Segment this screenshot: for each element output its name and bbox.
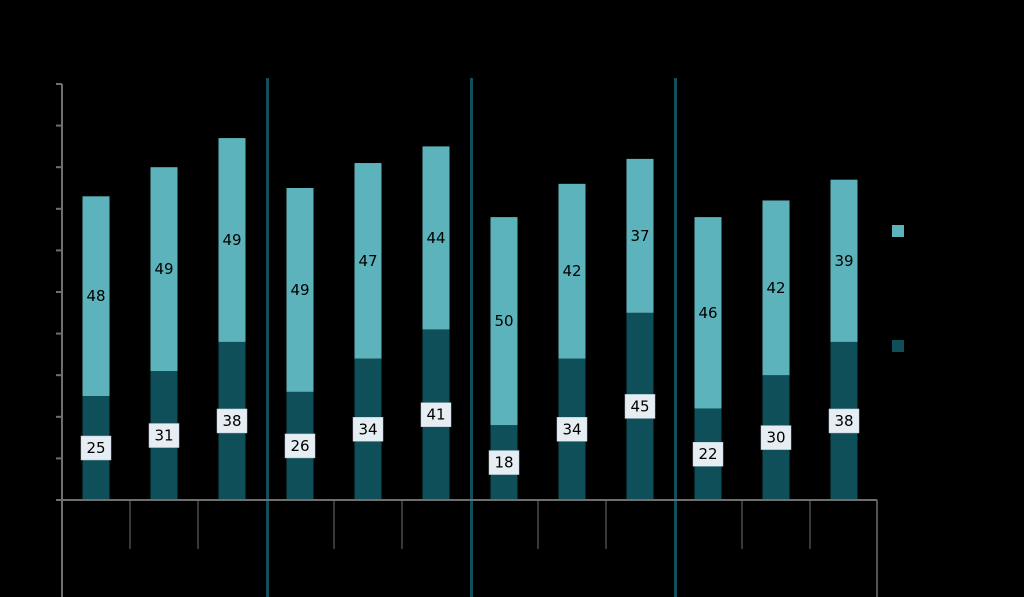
bar-top-9 xyxy=(626,158,654,313)
bar-top-4 xyxy=(286,188,314,392)
bar-top-label-2: 49 xyxy=(154,260,173,278)
bar-top-label-10: 46 xyxy=(698,304,717,322)
bar-top-label-1: 48 xyxy=(86,287,105,305)
bar-bottom-label-box-11 xyxy=(760,425,792,450)
legend-swatch-top-series xyxy=(892,225,904,237)
bar-top-2 xyxy=(150,167,178,372)
bar-bottom-label-box-9 xyxy=(624,394,656,419)
bar-top-label-5: 47 xyxy=(358,252,377,270)
bar-bottom-label-box-12 xyxy=(828,408,860,434)
bar-top-7 xyxy=(490,217,518,426)
bar-bottom-label-box-7 xyxy=(488,450,520,475)
bar-bottom-label-1: 25 xyxy=(86,439,105,457)
bar-top-3 xyxy=(218,138,246,342)
bar-top-label-12: 39 xyxy=(834,252,853,270)
bar-bottom-label-11: 30 xyxy=(766,429,785,447)
bar-bottom-label-5: 34 xyxy=(358,420,377,438)
bar-top-label-4: 49 xyxy=(290,281,309,299)
group-separators xyxy=(266,78,677,597)
bar-bottom-label-2: 31 xyxy=(154,427,173,445)
bar-top-12 xyxy=(830,179,858,342)
legend xyxy=(892,225,904,352)
bar-top-label-6: 44 xyxy=(426,229,445,247)
bars-layer: 48 25 49 31 49 38 49 26 47 34 44 41 50 18 42 34 37 45 46 22… xyxy=(80,138,860,500)
bar-top-5 xyxy=(354,163,382,359)
bar-bottom-label-box-2 xyxy=(148,423,180,448)
bar-bottom-label-box-3 xyxy=(216,408,248,434)
bar-top-8 xyxy=(558,183,586,359)
bar-bottom-label-box-4 xyxy=(284,433,316,459)
bar-bottom-label-8: 34 xyxy=(562,420,581,438)
bar-bottom-label-box-8 xyxy=(556,417,588,442)
axes-layer xyxy=(56,83,878,597)
bar-bottom-label-box-6 xyxy=(420,402,452,427)
bar-bottom-label-9: 45 xyxy=(630,397,649,415)
bar-top-1 xyxy=(82,196,110,396)
bar-bottom-label-12: 38 xyxy=(834,412,853,430)
bar-bottom-label-7: 18 xyxy=(494,454,513,472)
bar-top-label-11: 42 xyxy=(766,279,785,297)
bar-top-label-7: 50 xyxy=(494,312,513,330)
bar-top-11 xyxy=(762,200,790,376)
bar-bottom-label-4: 26 xyxy=(290,437,309,455)
bar-bottom-label-box-10 xyxy=(692,441,724,467)
bar-bottom-label-3: 38 xyxy=(222,412,241,430)
bar-top-label-8: 42 xyxy=(562,262,581,280)
bar-bottom-label-6: 41 xyxy=(426,406,445,424)
bar-bottom-label-box-1 xyxy=(80,435,112,461)
bar-top-label-9: 37 xyxy=(630,227,649,245)
bar-top-6 xyxy=(422,146,450,330)
bar-top-label-3: 49 xyxy=(222,231,241,249)
legend-swatch-bottom-series xyxy=(892,340,904,352)
bar-bottom-label-10: 22 xyxy=(698,445,717,463)
bar-bottom-label-box-5 xyxy=(352,417,384,442)
bar-top-10 xyxy=(694,217,722,409)
